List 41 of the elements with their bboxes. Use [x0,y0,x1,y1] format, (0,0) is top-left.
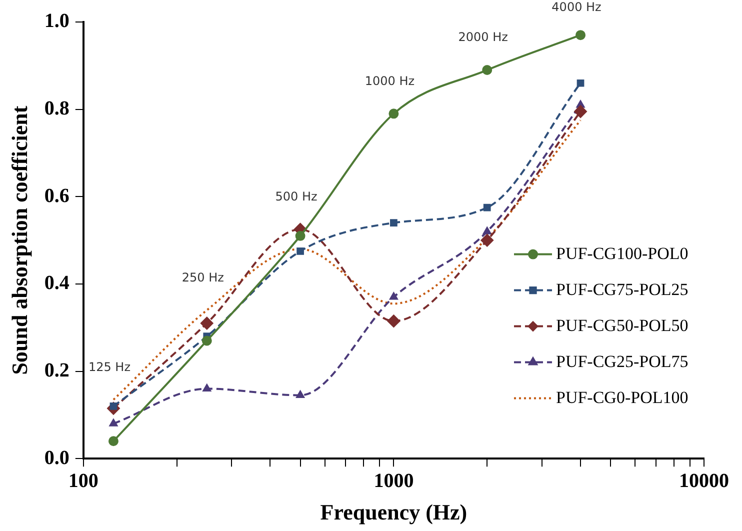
point [482,226,492,234]
point [296,248,304,255]
legend-label: PUF-CG25-POL75 [556,352,688,371]
annotation: 2000 Hz [458,30,508,44]
point [387,314,400,328]
text: 4000 Hz [552,0,602,14]
point [576,79,584,87]
x-tick-label: 10000 [679,470,729,492]
point [389,292,398,300]
y-tick-label: 0.6 [44,184,70,207]
point [202,384,212,392]
legend-label: PUF-CG100-POL0 [556,244,688,263]
point [200,316,214,330]
y-tick-label: 1.0 [44,10,70,32]
y-axis-title: Sound absorption coefficient [6,105,32,375]
x-axis-title: Frequency (Hz) [320,499,468,524]
legend-label: PUF-CG0-POL100 [556,388,688,407]
x-tick-label: 1000 [374,470,414,492]
y-tick-label: 0.2 [44,359,70,382]
legend-label: PUF-CG50-POL50 [556,316,688,335]
point [109,418,118,426]
point [574,105,588,118]
point [388,108,399,119]
point [483,204,491,212]
x-tick-label: 100 [68,470,98,492]
y-tick-label: 0.0 [44,446,70,469]
annotation: 500 Hz [275,190,318,204]
point [390,219,398,227]
point [108,436,118,446]
point [202,336,212,346]
annotation: 125 Hz [88,360,130,374]
legend-label: PUF-CG75-POL25 [556,280,688,299]
annotation: 250 Hz [182,270,224,284]
point [482,65,492,76]
point [480,234,494,247]
annotation: 1000 Hz [364,74,415,88]
point [576,30,586,40]
point [296,390,305,398]
y-tick-label: 0.8 [44,97,70,120]
y-tick-label: 0.4 [44,272,70,294]
point [295,230,306,241]
